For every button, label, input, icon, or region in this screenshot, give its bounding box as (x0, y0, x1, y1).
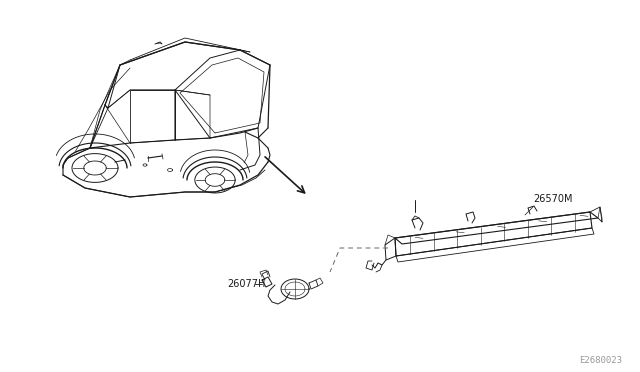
Text: 26570M: 26570M (533, 194, 573, 204)
Text: E2680023: E2680023 (579, 356, 622, 365)
Text: 26077H: 26077H (227, 279, 266, 289)
